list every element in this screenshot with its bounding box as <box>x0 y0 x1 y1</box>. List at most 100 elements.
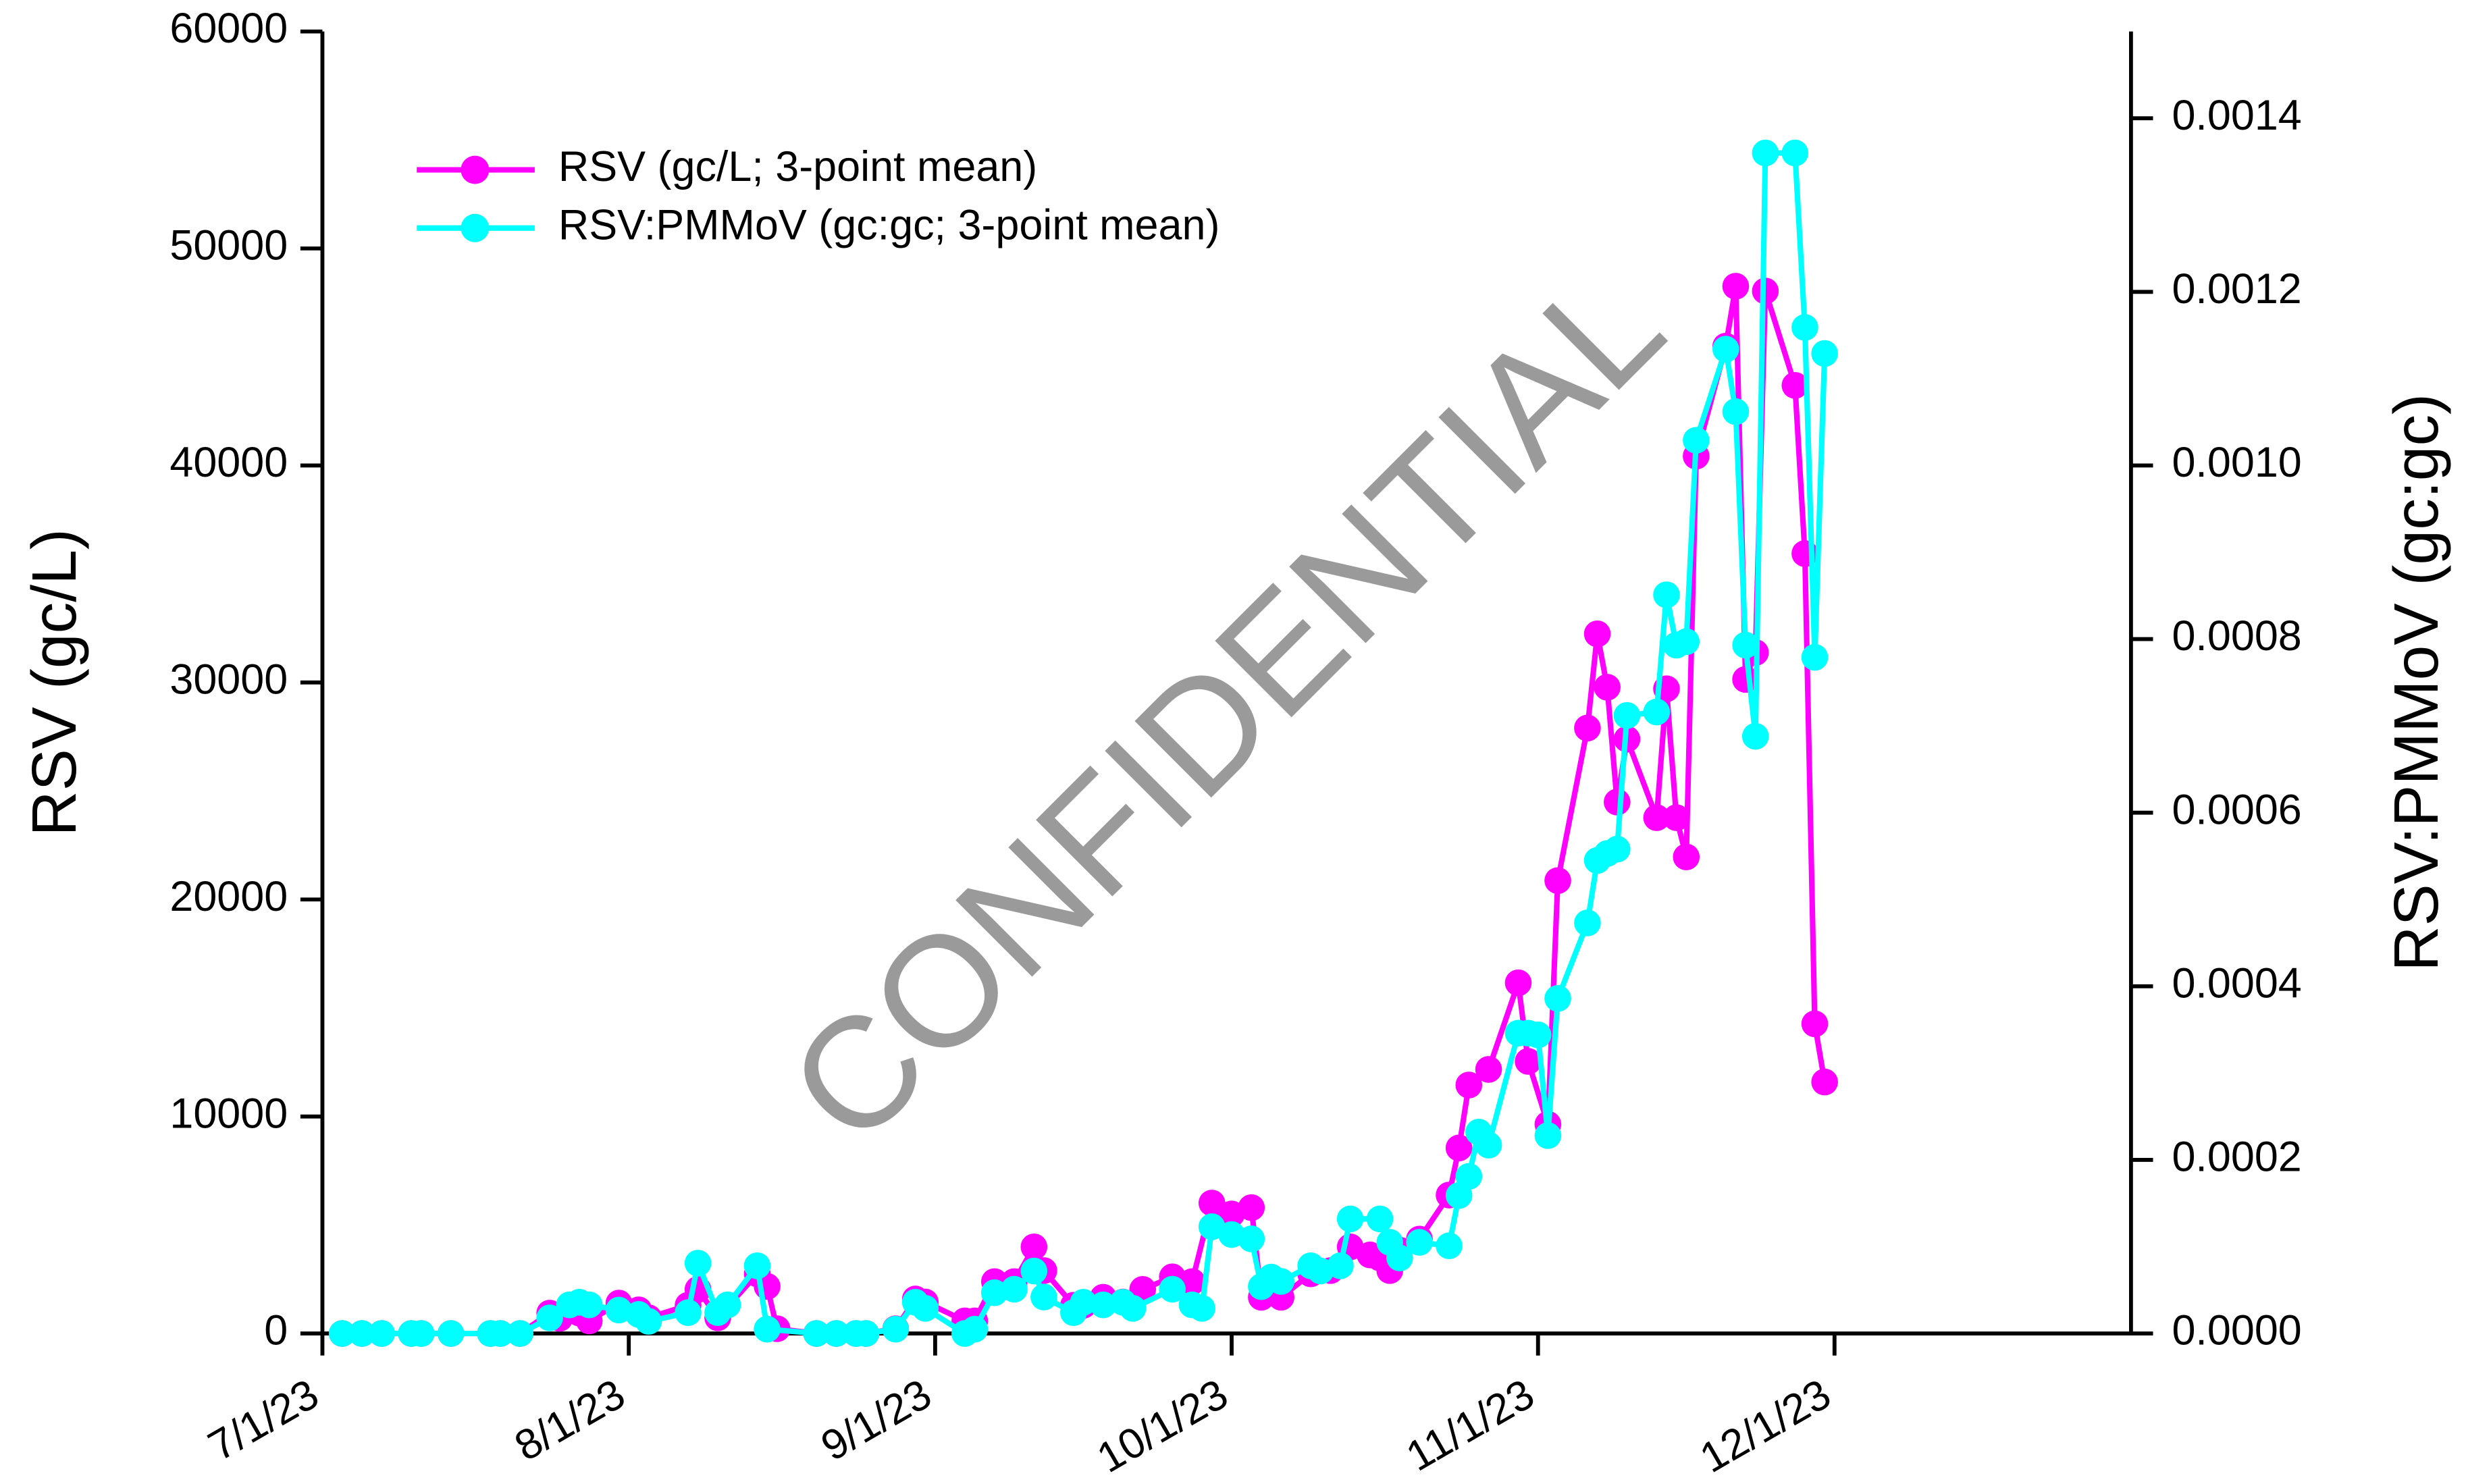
legend-marker <box>461 155 490 184</box>
y2-tick-label: 0.0012 <box>2172 265 2301 313</box>
data-point <box>1386 1244 1413 1272</box>
data-point <box>1327 1252 1354 1279</box>
data-point <box>1188 1295 1215 1322</box>
x-tick-label: 12/1/23 <box>1692 1370 1839 1482</box>
data-point <box>912 1295 939 1322</box>
data-point <box>1643 804 1671 831</box>
data-point <box>1604 835 1631 863</box>
y-axis-title: RSV (gc/L) <box>19 529 89 837</box>
data-point <box>1574 714 1601 742</box>
data-point <box>1683 427 1710 454</box>
series <box>328 139 1838 1347</box>
y2-tick-label: 0.0014 <box>2172 92 2301 139</box>
data-point <box>1001 1275 1028 1303</box>
data-point <box>1604 789 1631 816</box>
data-point <box>1811 1068 1838 1096</box>
data-point <box>714 1291 741 1319</box>
data-point <box>536 1304 563 1331</box>
data-point <box>852 1320 880 1347</box>
y-tick-label: 50000 <box>169 222 288 269</box>
data-point <box>1504 969 1532 997</box>
data-point <box>1643 698 1671 726</box>
data-point <box>882 1315 910 1343</box>
data-point <box>1070 1289 1097 1316</box>
data-point <box>1781 372 1809 399</box>
data-point <box>1119 1295 1147 1322</box>
y-tick-label: 10000 <box>169 1090 288 1137</box>
data-point <box>1673 628 1700 656</box>
data-point <box>1020 1257 1048 1285</box>
data-point <box>1781 139 1809 167</box>
y2-tick-label: 0.0000 <box>2172 1307 2301 1354</box>
x-tick-label: 11/1/23 <box>1398 1370 1542 1480</box>
legend-label: RSV:PMMoV (gc:gc; 3-point mean) <box>558 201 1220 248</box>
data-point <box>1445 1134 1473 1162</box>
data-point <box>1673 843 1700 871</box>
data-point <box>1406 1229 1433 1256</box>
data-point <box>754 1315 781 1343</box>
y2-axis-title: RSV:PMMoV (gc:gc) <box>2381 394 2451 972</box>
data-point <box>575 1291 603 1319</box>
data-point <box>1515 1048 1542 1075</box>
data-point <box>1030 1283 1057 1310</box>
data-point <box>408 1320 435 1347</box>
data-point <box>1662 804 1690 831</box>
data-point <box>1752 139 1779 167</box>
data-point <box>961 1315 989 1343</box>
x-tick-label: 9/1/23 <box>814 1370 939 1470</box>
y-tick-label: 0 <box>264 1307 288 1354</box>
data-point <box>1583 620 1611 647</box>
data-point <box>684 1250 712 1277</box>
data-point <box>1089 1291 1117 1319</box>
data-point <box>803 1320 831 1347</box>
data-point <box>1722 398 1750 425</box>
data-point <box>1791 314 1818 341</box>
data-point <box>1594 674 1621 701</box>
data-point <box>1455 1071 1483 1098</box>
data-point <box>1574 909 1601 936</box>
data-point <box>1801 1010 1829 1038</box>
data-point <box>1801 643 1829 671</box>
data-point <box>1159 1275 1186 1303</box>
data-point <box>675 1299 702 1327</box>
data-point <box>1475 1056 1502 1083</box>
data-point <box>743 1252 771 1279</box>
data-point <box>980 1279 1008 1306</box>
x-tick-label: 7/1/23 <box>201 1370 326 1470</box>
data-point <box>328 1320 356 1347</box>
data-point <box>1544 985 1571 1012</box>
data-point <box>1811 340 1838 367</box>
legend-marker <box>461 213 490 242</box>
y2-tick-label: 0.0010 <box>2172 439 2301 486</box>
data-point <box>1475 1132 1502 1159</box>
y2-tick-label: 0.0008 <box>2172 612 2301 660</box>
x-tick-label: 10/1/23 <box>1089 1370 1236 1482</box>
data-point <box>437 1320 465 1347</box>
data-point <box>368 1320 396 1347</box>
y2-tick-label: 0.0004 <box>2172 959 2301 1007</box>
data-point <box>1436 1232 1463 1260</box>
data-point <box>1524 1022 1552 1049</box>
data-point <box>1732 631 1759 659</box>
y-tick-label: 60000 <box>169 5 288 52</box>
y2-tick-label: 0.0006 <box>2172 786 2301 833</box>
data-point <box>1613 701 1641 729</box>
data-point <box>1544 867 1571 895</box>
data-point <box>1722 273 1750 300</box>
y-tick-label: 20000 <box>169 873 288 920</box>
y-tick-label: 30000 <box>169 656 288 703</box>
data-point <box>635 1308 662 1335</box>
legend-label: RSV (gc/L; 3-point mean) <box>558 143 1037 190</box>
data-point <box>1267 1268 1294 1295</box>
x-tick-label: 8/1/23 <box>507 1370 633 1470</box>
data-point <box>1534 1122 1562 1149</box>
y2-tick-label: 0.0002 <box>2172 1134 2301 1181</box>
data-point <box>1020 1234 1048 1261</box>
data-point <box>1238 1225 1265 1252</box>
data-point <box>1198 1190 1226 1217</box>
data-point <box>1238 1194 1265 1221</box>
data-point <box>1336 1205 1364 1233</box>
y-tick-label: 40000 <box>169 439 288 486</box>
